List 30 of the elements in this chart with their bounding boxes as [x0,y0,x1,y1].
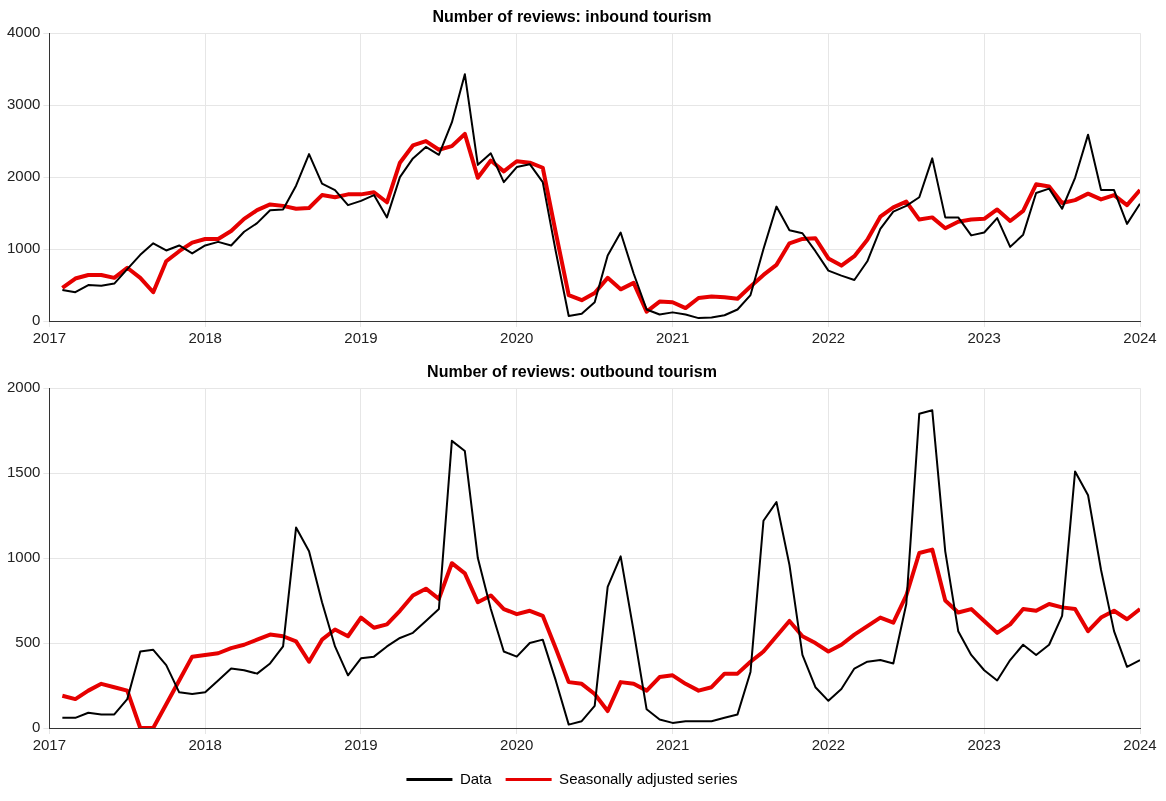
chart-title: Number of reviews: inbound tourism [432,8,712,26]
x-tick-label: 2020 [500,736,534,754]
legend-label: Seasonally adjusted series [559,769,738,787]
x-tick-label: 2017 [32,329,67,347]
y-tick-label: 2000 [6,167,41,185]
x-tick-label: 2017 [32,736,67,754]
y-tick-label: 500 [15,633,41,651]
y-tick-label: 0 [32,718,41,736]
x-tick-label: 2019 [344,329,378,347]
y-tick-label: 0 [32,311,41,329]
y-tick-label: 4000 [6,23,41,41]
legend-label: Data [459,769,493,787]
x-tick-label: 2020 [500,329,534,347]
y-tick-label: 1500 [6,463,41,481]
y-tick-label: 2000 [6,378,41,396]
x-tick-label: 2021 [655,736,690,754]
x-tick-label: 2023 [967,329,1001,347]
y-tick-label: 3000 [6,95,41,113]
x-tick-label: 2023 [967,736,1001,754]
y-tick-label: 1000 [6,548,41,566]
x-tick-label: 2019 [344,736,378,754]
x-tick-label: 2024 [1123,736,1157,754]
chart-title: Number of reviews: outbound tourism [427,363,717,381]
y-tick-label: 1000 [6,239,41,257]
x-tick-label: 2018 [188,329,222,347]
x-tick-label: 2018 [188,736,222,754]
x-tick-label: 2022 [811,736,846,754]
x-tick-label: 2022 [811,329,846,347]
x-tick-label: 2024 [1123,329,1157,347]
x-tick-label: 2021 [655,329,690,347]
